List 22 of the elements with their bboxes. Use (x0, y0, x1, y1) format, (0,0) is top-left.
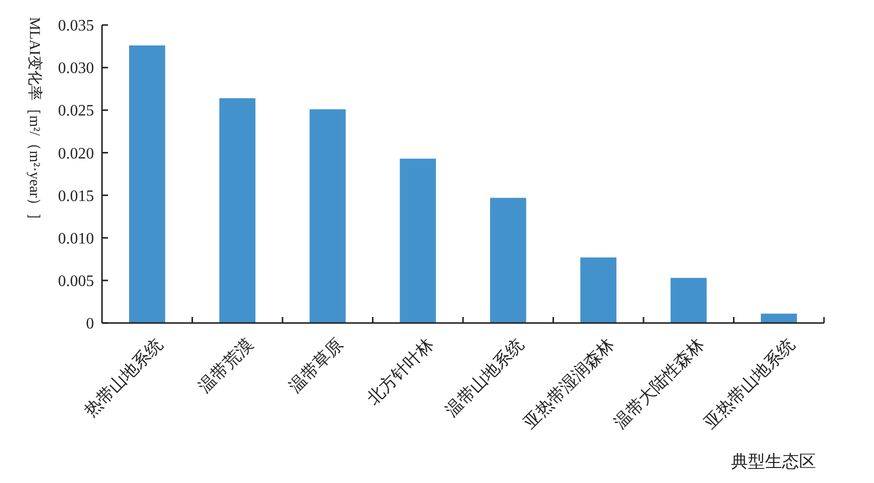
y-tick-label: 0 (86, 316, 94, 333)
y-tick-label: 0.030 (58, 60, 94, 78)
x-tick-label: 热带山地系统 (80, 334, 166, 420)
x-tick-label: 温带草原 (285, 334, 347, 396)
y-tick-label: 0.015 (58, 188, 94, 205)
y-tick-label: 0.010 (58, 230, 94, 248)
bar (310, 109, 346, 323)
bar (760, 314, 797, 323)
y-tick-label: 0.020 (58, 145, 94, 162)
y-tick-label: 0.005 (58, 273, 94, 290)
x-axis-title: 典型生态区 (731, 452, 816, 471)
bar (580, 257, 616, 323)
bar (400, 158, 436, 323)
bar (490, 198, 526, 323)
bar (670, 278, 707, 323)
y-tick-label: 0.035 (58, 18, 94, 35)
x-tick-label: 北方针叶林 (364, 334, 438, 408)
y-axis-title: MLAI变化率［m²/（m²·year）］ (26, 17, 43, 228)
x-tick-label: 温带荒漠 (195, 334, 257, 396)
bar (219, 98, 256, 323)
bar (129, 45, 166, 323)
y-tick-label: 0.025 (58, 102, 94, 120)
